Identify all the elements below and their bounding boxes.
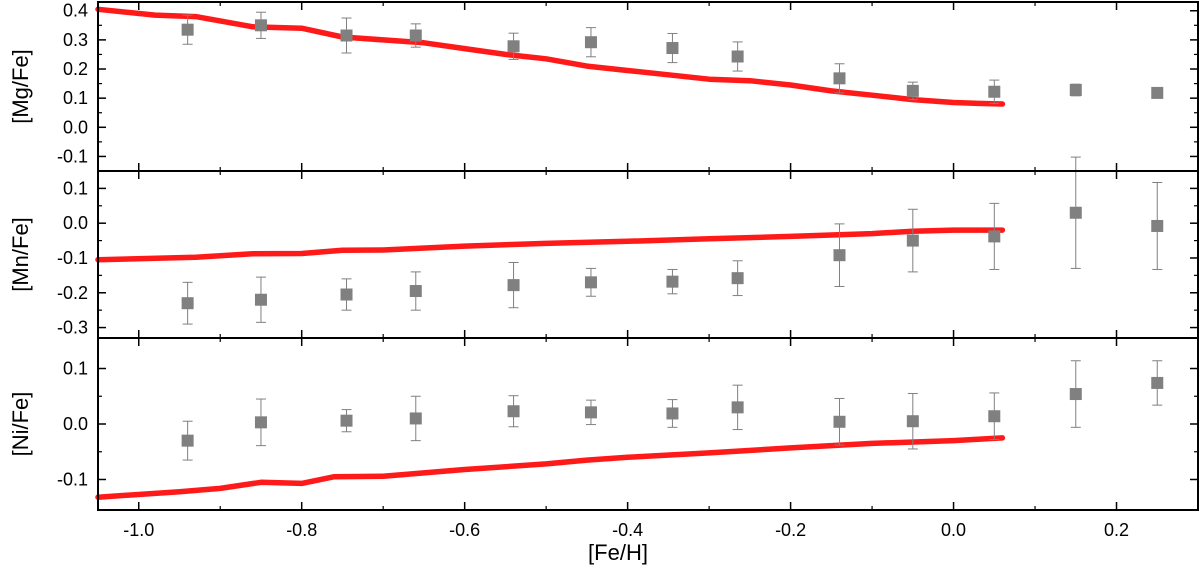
y-tick-label: 0.1 bbox=[63, 88, 88, 108]
data-point bbox=[906, 234, 919, 247]
data-point bbox=[409, 285, 422, 298]
y-tick-label: -0.3 bbox=[57, 318, 88, 338]
y-axis-title: [Ni/Fe] bbox=[8, 392, 33, 457]
data-point bbox=[731, 50, 744, 63]
y-tick-label: 0.3 bbox=[63, 30, 88, 50]
panel-frame bbox=[97, 337, 1199, 511]
x-tick-label: -0.6 bbox=[449, 520, 480, 540]
data-point bbox=[1069, 206, 1082, 219]
data-point bbox=[731, 401, 744, 414]
y-tick-label: 0.1 bbox=[63, 178, 88, 198]
data-point bbox=[254, 416, 267, 429]
data-point bbox=[833, 415, 846, 428]
y-tick-label: 0.0 bbox=[63, 117, 88, 137]
data-point bbox=[906, 84, 919, 97]
y-axis-title: [Mg/Fe] bbox=[8, 49, 33, 124]
x-tick-label: -0.8 bbox=[286, 520, 317, 540]
y-tick-label: -0.2 bbox=[57, 283, 88, 303]
data-point bbox=[409, 412, 422, 425]
data-point bbox=[1151, 219, 1164, 232]
x-axis-title: [Fe/H] bbox=[588, 540, 648, 565]
data-point bbox=[1069, 388, 1082, 401]
data-point bbox=[988, 230, 1001, 243]
y-tick-label: 0.2 bbox=[63, 59, 88, 79]
data-point bbox=[340, 414, 353, 427]
data-point bbox=[1151, 376, 1164, 389]
data-point bbox=[731, 272, 744, 285]
y-tick-label: 0.0 bbox=[63, 213, 88, 233]
data-point bbox=[584, 406, 597, 419]
x-tick-label: -0.2 bbox=[775, 520, 806, 540]
data-point bbox=[340, 288, 353, 301]
y-tick-label: 0.0 bbox=[63, 414, 88, 434]
data-point bbox=[584, 276, 597, 289]
data-point bbox=[1151, 86, 1164, 99]
data-point bbox=[181, 23, 194, 36]
data-point bbox=[507, 279, 520, 292]
data-point bbox=[254, 293, 267, 306]
data-point bbox=[833, 249, 846, 262]
data-point bbox=[584, 36, 597, 49]
data-point bbox=[254, 19, 267, 32]
data-point bbox=[409, 29, 422, 42]
data-point bbox=[181, 434, 194, 447]
y-tick-label: 0.1 bbox=[63, 359, 88, 379]
x-tick-label: -1.0 bbox=[123, 520, 154, 540]
x-tick-label: 0.0 bbox=[941, 520, 966, 540]
model-line bbox=[95, 435, 1006, 500]
data-point bbox=[833, 72, 846, 85]
data-point bbox=[988, 85, 1001, 98]
y-tick-label: -0.1 bbox=[57, 248, 88, 268]
data-point bbox=[666, 407, 679, 420]
y-tick-label: -0.1 bbox=[57, 469, 88, 489]
y-tick-label: -0.1 bbox=[57, 146, 88, 166]
data-point bbox=[507, 40, 520, 53]
model-line bbox=[95, 6, 1006, 107]
data-point bbox=[906, 415, 919, 428]
y-tick-label: 0.4 bbox=[63, 1, 88, 21]
data-point bbox=[666, 42, 679, 55]
data-point bbox=[666, 275, 679, 288]
data-point bbox=[181, 297, 194, 310]
x-tick-label: -0.4 bbox=[612, 520, 643, 540]
y-axis-title: [Mn/Fe] bbox=[8, 217, 33, 292]
data-point bbox=[507, 405, 520, 418]
data-point bbox=[1069, 83, 1082, 96]
data-point bbox=[340, 29, 353, 42]
model-line bbox=[95, 227, 1006, 263]
x-tick-label: 0.2 bbox=[1104, 520, 1129, 540]
data-point bbox=[988, 410, 1001, 423]
